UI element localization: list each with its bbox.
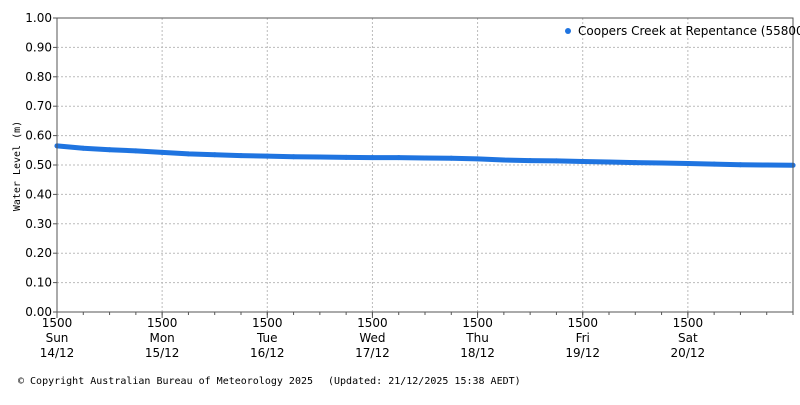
x-tick-label-line: 20/12 [671, 346, 706, 360]
x-tick-label-line: Tue [256, 331, 278, 345]
x-tick-label-line: Sat [678, 331, 698, 345]
copyright-text: © Copyright Australian Bureau of Meteoro… [18, 376, 313, 387]
x-tick-label-line: 1500 [567, 316, 598, 330]
data-point [685, 161, 691, 167]
data-point [422, 155, 428, 161]
data-point [606, 159, 612, 165]
y-tick-label: 0.80 [25, 70, 52, 84]
y-tick-label: 0.60 [25, 129, 52, 143]
y-tick-label: 0.20 [25, 246, 52, 260]
x-tick-label-line: Mon [149, 331, 174, 345]
x-tick-label-line: 1500 [147, 316, 178, 330]
y-tick-label: 0.30 [25, 217, 52, 231]
x-tick-label-line: 19/12 [565, 346, 600, 360]
y-tick-label: 1.00 [25, 11, 52, 25]
x-tick-label-line: Wed [359, 331, 385, 345]
x-tick-label-line: 16/12 [250, 346, 285, 360]
legend-marker [565, 28, 571, 34]
legend: Coopers Creek at Repentance (558000) [565, 24, 800, 38]
data-point [264, 153, 270, 159]
data-point [80, 145, 86, 151]
x-tick-label-line: 1500 [673, 316, 704, 330]
data-point [343, 154, 349, 160]
data-point [185, 151, 191, 157]
data-point [711, 161, 717, 167]
data-point [737, 162, 743, 168]
data-point [369, 155, 375, 161]
x-tick-label-line: Fri [576, 331, 590, 345]
data-point [527, 158, 533, 164]
x-tick-label-line: 14/12 [40, 346, 75, 360]
updated-text: (Updated: 21/12/2025 15:38 AEDT) [328, 376, 521, 387]
y-tick-label: 0.90 [25, 40, 52, 54]
data-point [317, 154, 323, 160]
y-tick-label: 0.70 [25, 99, 52, 113]
series-layer [54, 143, 796, 168]
data-point [632, 160, 638, 166]
x-tick-label-line: 18/12 [460, 346, 495, 360]
data-point [553, 158, 559, 164]
data-point [475, 156, 481, 162]
data-point [659, 160, 665, 166]
y-tick-label: 0.10 [25, 276, 52, 290]
y-tick-label: 0.00 [25, 305, 52, 319]
data-point [580, 158, 586, 164]
axes-layer: 0.00 0.10 0.20 0.30 0.40 0.50 0.60 0.70 0.80 0.90… [25, 11, 794, 360]
data-point [291, 154, 297, 160]
data-point [238, 153, 244, 159]
x-tick-label-line: 15/12 [145, 346, 180, 360]
y-tick-label: 0.40 [25, 187, 52, 201]
x-tick-label-line: 1500 [42, 316, 73, 330]
data-point [133, 148, 139, 154]
data-point [396, 155, 402, 161]
y-tick-label: 0.50 [25, 158, 52, 172]
x-tick-label-line: 1500 [462, 316, 493, 330]
x-tick-label-line: 1500 [357, 316, 388, 330]
data-point [764, 162, 770, 168]
data-point [212, 152, 218, 158]
data-point [448, 155, 454, 161]
data-point [501, 157, 507, 163]
x-tick-label-line: Sun [46, 331, 69, 345]
data-point [107, 147, 113, 153]
x-tick-label-line: 17/12 [355, 346, 390, 360]
legend-label: Coopers Creek at Repentance (558000) [578, 24, 800, 38]
x-tick-label-line: 1500 [252, 316, 283, 330]
x-tick-label-line: Thu [465, 331, 489, 345]
y-axis-label: Water Level (m) [12, 121, 23, 211]
data-point [159, 149, 165, 155]
